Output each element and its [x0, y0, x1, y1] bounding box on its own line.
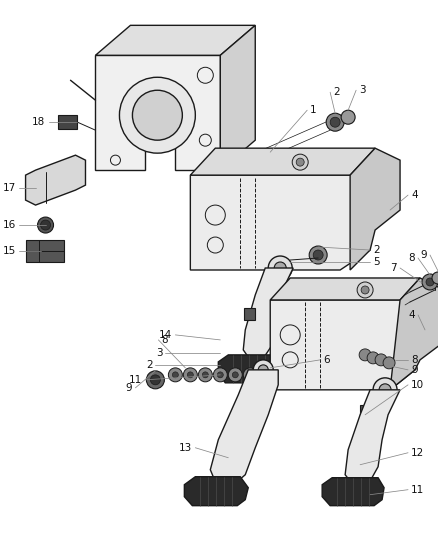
Circle shape	[183, 368, 197, 382]
Text: 6: 6	[322, 355, 329, 365]
Circle shape	[228, 368, 242, 382]
Text: 4: 4	[410, 190, 417, 200]
Circle shape	[232, 372, 238, 378]
Polygon shape	[350, 148, 399, 270]
Circle shape	[360, 286, 368, 294]
Circle shape	[329, 117, 339, 127]
Text: 18: 18	[32, 117, 46, 127]
Circle shape	[217, 372, 223, 378]
Text: 13: 13	[179, 443, 192, 453]
Text: 9: 9	[126, 383, 132, 393]
Circle shape	[253, 360, 272, 380]
Text: 15: 15	[2, 246, 15, 256]
Text: 11: 11	[129, 375, 142, 385]
Circle shape	[382, 357, 394, 369]
Text: 8: 8	[410, 355, 417, 365]
Circle shape	[292, 154, 307, 170]
Polygon shape	[190, 175, 369, 270]
Circle shape	[274, 262, 286, 274]
Polygon shape	[184, 477, 248, 506]
Polygon shape	[244, 400, 254, 413]
Polygon shape	[220, 26, 254, 170]
Polygon shape	[95, 55, 220, 170]
Polygon shape	[321, 478, 383, 506]
Circle shape	[40, 220, 50, 230]
Circle shape	[150, 375, 160, 385]
Circle shape	[38, 217, 53, 233]
Circle shape	[374, 354, 386, 366]
Text: 16: 16	[2, 220, 15, 230]
Text: 14: 14	[159, 330, 172, 340]
Circle shape	[340, 110, 354, 124]
Circle shape	[366, 352, 378, 364]
Polygon shape	[270, 278, 419, 300]
Polygon shape	[25, 155, 85, 205]
Circle shape	[421, 274, 437, 290]
Circle shape	[132, 90, 182, 140]
Polygon shape	[359, 405, 371, 418]
Polygon shape	[270, 300, 414, 390]
Circle shape	[296, 158, 304, 166]
Text: 1: 1	[310, 105, 316, 115]
Text: 2: 2	[372, 245, 379, 255]
Circle shape	[168, 368, 182, 382]
Circle shape	[213, 368, 227, 382]
Text: 9: 9	[420, 250, 426, 260]
Polygon shape	[190, 148, 374, 175]
Circle shape	[312, 250, 322, 260]
Text: 2: 2	[145, 360, 152, 370]
Text: 3: 3	[358, 85, 365, 95]
Circle shape	[119, 77, 195, 153]
Polygon shape	[243, 268, 293, 360]
Circle shape	[268, 256, 292, 280]
Text: 17: 17	[2, 183, 15, 193]
Polygon shape	[210, 370, 278, 488]
Text: 10: 10	[410, 380, 423, 390]
Circle shape	[372, 378, 396, 402]
Text: 8: 8	[161, 335, 168, 345]
Circle shape	[187, 372, 193, 378]
Circle shape	[247, 372, 253, 378]
Circle shape	[378, 384, 390, 396]
Polygon shape	[218, 355, 279, 383]
FancyBboxPatch shape	[25, 240, 64, 262]
Text: 12: 12	[410, 448, 423, 458]
Polygon shape	[344, 390, 399, 484]
Circle shape	[425, 278, 433, 286]
Circle shape	[325, 113, 343, 131]
Circle shape	[358, 349, 370, 361]
Circle shape	[356, 282, 372, 298]
Circle shape	[198, 368, 212, 382]
Text: 7: 7	[389, 263, 396, 273]
Text: 4: 4	[407, 310, 414, 320]
Text: 3: 3	[155, 348, 162, 358]
Circle shape	[172, 372, 178, 378]
Text: 11: 11	[410, 484, 423, 495]
Text: 5: 5	[372, 257, 379, 267]
Circle shape	[243, 368, 257, 382]
Polygon shape	[95, 26, 254, 55]
FancyBboxPatch shape	[183, 150, 205, 168]
Text: 9: 9	[410, 365, 417, 375]
Circle shape	[308, 246, 326, 264]
Circle shape	[146, 371, 164, 389]
Text: 8: 8	[407, 253, 414, 263]
Polygon shape	[389, 278, 438, 390]
Circle shape	[202, 372, 208, 378]
Text: 2: 2	[332, 87, 339, 97]
Circle shape	[431, 272, 438, 284]
Polygon shape	[244, 308, 254, 320]
FancyBboxPatch shape	[57, 115, 78, 129]
Circle shape	[258, 365, 268, 375]
